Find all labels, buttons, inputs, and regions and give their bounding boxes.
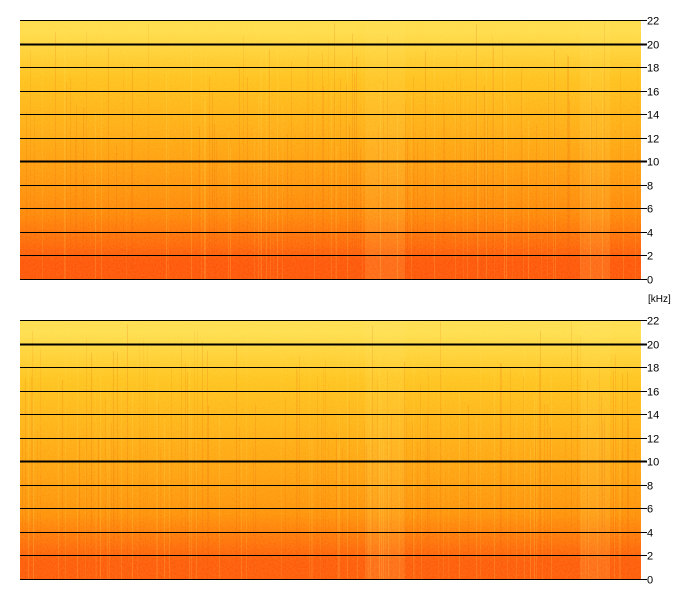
y-tick-label: 10 [647, 457, 659, 469]
y-tick-label: 22 [647, 316, 659, 328]
spectrogram-panel-top: 0 2 4 6 8 10 12 14 16 18 20 22 [kHz] [20, 16, 671, 305]
y-tick-label: 20 [647, 340, 659, 352]
y-tick-label: 2 [647, 251, 653, 263]
y-tick-label: 22 [647, 16, 659, 28]
y-tick-label: 4 [647, 528, 653, 540]
y-tick-label: 8 [647, 181, 653, 193]
y-tick-label: 8 [647, 481, 653, 493]
y-unit-label: [kHz] [648, 294, 671, 305]
grain-texture [20, 320, 641, 579]
y-tick-label: 0 [647, 275, 653, 287]
y-tick-label: 16 [647, 387, 659, 399]
y-tick-label: 14 [647, 110, 659, 122]
y-tick-label: 16 [647, 87, 659, 99]
y-tick-label: 10 [647, 157, 659, 169]
spectrogram-panel-bottom: 0 2 4 6 8 10 12 14 16 18 20 22 [20, 316, 659, 587]
y-tick-label: 6 [647, 504, 653, 516]
y-tick-label: 0 [647, 575, 653, 587]
y-tick-label: 20 [647, 40, 659, 52]
y-tick-label: 14 [647, 410, 659, 422]
y-tick-label: 12 [647, 434, 659, 446]
y-tick-label: 2 [647, 551, 653, 563]
y-tick-label: 4 [647, 228, 653, 240]
grain-texture [20, 20, 641, 279]
y-tick-label: 12 [647, 134, 659, 146]
y-tick-label: 18 [647, 363, 659, 375]
y-tick-label: 18 [647, 63, 659, 75]
y-tick-label: 6 [647, 204, 653, 216]
